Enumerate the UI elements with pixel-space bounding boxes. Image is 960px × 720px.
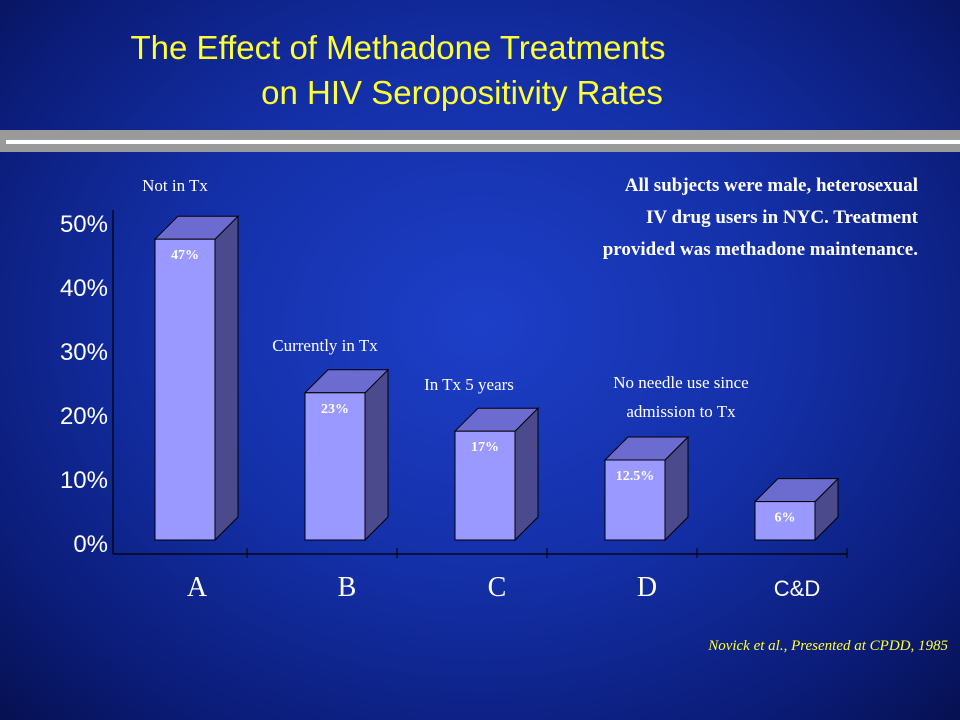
bar-group: 12.5% [603, 435, 690, 542]
bar [304, 392, 366, 541]
y-tick-label: 20% [60, 403, 108, 430]
study-note-line-1: All subjects were male, heterosexual [624, 175, 918, 196]
bar [454, 430, 516, 541]
study-note: All subjects were male, heterosexual IV … [418, 170, 918, 266]
x-category-label: C&D [774, 576, 820, 601]
bar-value-label: 23% [321, 402, 349, 417]
bar-group-label-line: Not in Tx [142, 176, 208, 195]
bar [154, 238, 216, 541]
bar-group: 23% [303, 368, 390, 542]
bar-group: 17% [453, 406, 540, 542]
x-category-label: C [488, 572, 507, 603]
bar-group-label-line: No needle use since [613, 373, 748, 392]
bar-value-label: 12.5% [616, 469, 655, 484]
y-tick-label: 50% [60, 211, 108, 238]
y-tick-label: 40% [60, 275, 108, 302]
bar-side [214, 214, 239, 542]
bar-group: 6% [753, 477, 840, 542]
bar-group-label: Not in Tx [142, 176, 208, 195]
title-separator-highlight [6, 140, 960, 144]
bar-value-label: 6% [775, 511, 796, 526]
study-note-line-2: IV drug users in NYC. Treatment [646, 207, 918, 228]
bar-value-label: 17% [471, 440, 499, 455]
chart-title-line-1: The Effect of Methadone Treatments [130, 29, 666, 66]
bar [754, 501, 816, 541]
bar-group-label: No needle use since admission to Tx [613, 373, 748, 421]
chart-title-line-2: on HIV Seropositivity Rates [261, 74, 663, 111]
bar-group-label: In Tx 5 years [424, 375, 514, 394]
bar-group-label: Currently in Tx [272, 336, 378, 355]
bar-group: 47% [153, 214, 240, 542]
bar [604, 459, 666, 541]
study-note-line-3: provided was methadone maintenance. [602, 239, 918, 260]
bar-value-label: 47% [171, 248, 199, 263]
bar-group-label-line: admission to Tx [626, 402, 736, 421]
bar-group-label-line: In Tx 5 years [424, 375, 514, 394]
x-category-label: D [637, 572, 657, 603]
x-category-label: A [187, 572, 208, 603]
x-category-label: B [338, 572, 357, 603]
bar-group-label-line: Currently in Tx [272, 336, 378, 355]
bar-side [364, 368, 389, 542]
citation: Novick et al., Presented at CPDD, 1985 [708, 638, 948, 654]
y-tick-label: 10% [60, 467, 108, 494]
y-tick-label: 0% [73, 531, 108, 558]
y-tick-label: 30% [60, 339, 108, 366]
